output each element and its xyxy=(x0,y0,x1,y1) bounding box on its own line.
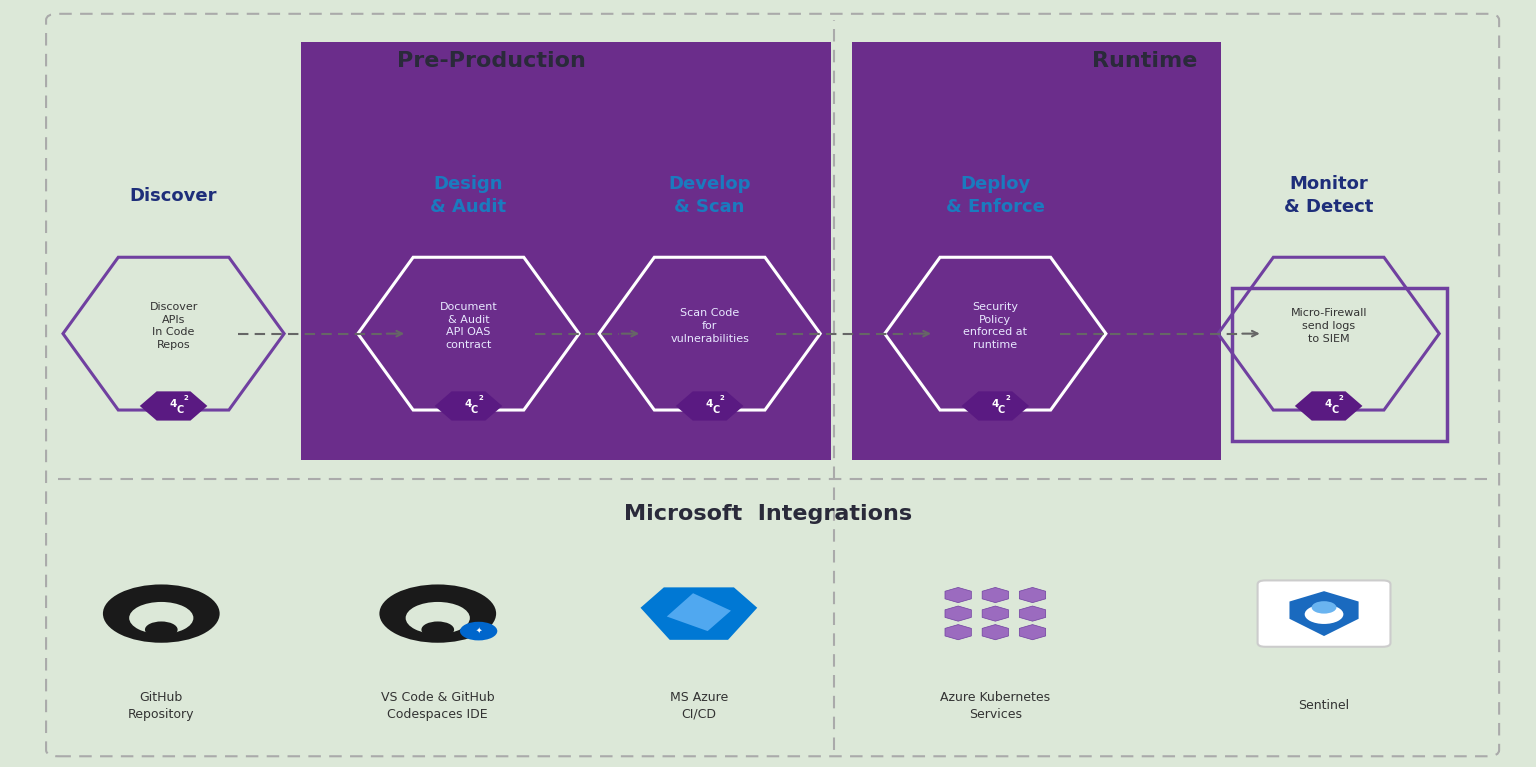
Text: Pre-Production: Pre-Production xyxy=(398,51,585,71)
Text: Document
& Audit
API OAS
contract: Document & Audit API OAS contract xyxy=(439,301,498,351)
Polygon shape xyxy=(435,391,502,420)
Polygon shape xyxy=(945,606,971,621)
Text: Micro-Firewall
send logs
to SIEM: Micro-Firewall send logs to SIEM xyxy=(1290,308,1367,344)
Polygon shape xyxy=(676,391,743,420)
FancyBboxPatch shape xyxy=(1258,581,1390,647)
Text: 2: 2 xyxy=(478,395,484,401)
Text: Runtime: Runtime xyxy=(1092,51,1197,71)
Circle shape xyxy=(379,584,496,643)
Polygon shape xyxy=(1020,606,1046,621)
Text: Microsoft  Integrations: Microsoft Integrations xyxy=(624,504,912,524)
Text: GitHub
Repository: GitHub Repository xyxy=(127,690,195,721)
Text: C: C xyxy=(713,405,719,415)
Circle shape xyxy=(421,621,455,638)
Circle shape xyxy=(144,621,178,638)
Text: Design
& Audit: Design & Audit xyxy=(430,175,507,216)
Polygon shape xyxy=(982,588,1009,603)
Text: Azure Kubernetes
Services: Azure Kubernetes Services xyxy=(940,690,1051,721)
Text: Scan Code
for
vulnerabilities: Scan Code for vulnerabilities xyxy=(670,308,750,344)
Text: Discover: Discover xyxy=(131,186,217,205)
Polygon shape xyxy=(392,589,429,597)
Text: 2: 2 xyxy=(1005,395,1011,401)
Circle shape xyxy=(1304,604,1344,624)
Polygon shape xyxy=(962,391,1029,420)
Text: VS Code & GitHub
Codespaces IDE: VS Code & GitHub Codespaces IDE xyxy=(381,690,495,721)
Text: C: C xyxy=(472,405,478,415)
Text: Monitor
& Detect: Monitor & Detect xyxy=(1284,175,1373,216)
Circle shape xyxy=(1312,601,1336,614)
Text: C: C xyxy=(998,405,1005,415)
Polygon shape xyxy=(945,588,971,603)
Text: 4: 4 xyxy=(707,399,713,409)
Text: 4: 4 xyxy=(992,399,998,409)
Text: Deploy
& Enforce: Deploy & Enforce xyxy=(946,175,1044,216)
Text: Discover
APIs
In Code
Repos: Discover APIs In Code Repos xyxy=(149,301,198,351)
Text: 4: 4 xyxy=(465,399,472,409)
Text: Security
Policy
enforced at
runtime: Security Policy enforced at runtime xyxy=(963,301,1028,351)
Circle shape xyxy=(103,584,220,643)
Polygon shape xyxy=(982,606,1009,621)
Polygon shape xyxy=(1289,591,1358,636)
FancyBboxPatch shape xyxy=(301,42,831,460)
Circle shape xyxy=(459,622,498,640)
Text: Sentinel: Sentinel xyxy=(1298,700,1350,712)
Polygon shape xyxy=(1295,391,1362,420)
Text: Develop
& Scan: Develop & Scan xyxy=(668,175,751,216)
Text: 4: 4 xyxy=(170,399,177,409)
Text: 4: 4 xyxy=(1326,399,1332,409)
Polygon shape xyxy=(115,589,152,597)
Text: C: C xyxy=(177,405,183,415)
Text: 2: 2 xyxy=(1338,395,1344,401)
Circle shape xyxy=(129,602,194,634)
Circle shape xyxy=(406,602,470,634)
Text: 2: 2 xyxy=(719,395,725,401)
Text: MS Azure
CI/CD: MS Azure CI/CD xyxy=(670,690,728,721)
Text: 2: 2 xyxy=(183,395,189,401)
Polygon shape xyxy=(982,624,1009,640)
Polygon shape xyxy=(170,589,207,597)
Polygon shape xyxy=(641,588,757,640)
Polygon shape xyxy=(140,391,207,420)
Polygon shape xyxy=(667,593,731,631)
Polygon shape xyxy=(1020,624,1046,640)
Polygon shape xyxy=(945,624,971,640)
Polygon shape xyxy=(1020,588,1046,603)
Polygon shape xyxy=(447,589,484,597)
Text: ✦: ✦ xyxy=(476,626,482,635)
Text: C: C xyxy=(1332,405,1338,415)
FancyBboxPatch shape xyxy=(852,42,1221,460)
